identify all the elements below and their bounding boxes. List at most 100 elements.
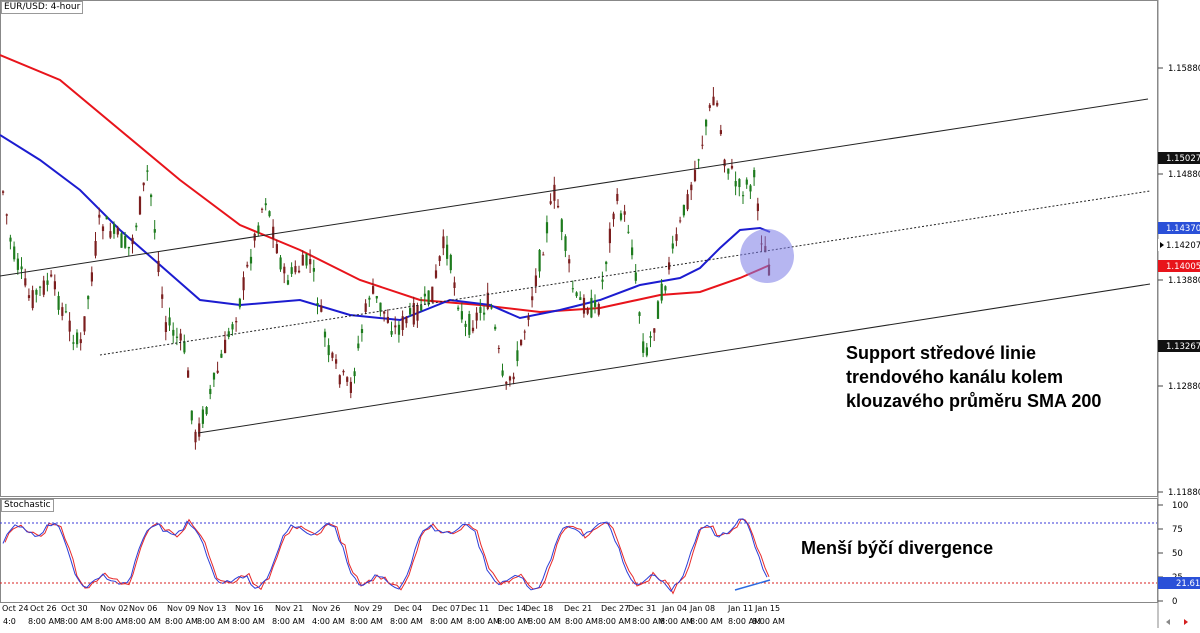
scroll-right-icon[interactable] xyxy=(1184,619,1188,625)
candle-body xyxy=(420,305,423,311)
candle-body xyxy=(138,196,142,215)
candle-body xyxy=(468,314,471,335)
x-date-label: Nov 09 xyxy=(167,604,195,613)
stochastic-panel[interactable] xyxy=(0,498,1158,603)
x-date-label: Dec 27 xyxy=(601,604,629,613)
x-date-label: Nov 13 xyxy=(198,604,226,613)
candle-body xyxy=(494,326,497,330)
candle-body xyxy=(601,279,604,282)
candle-body xyxy=(734,181,737,187)
x-time-label: 8:00 AM xyxy=(598,617,631,626)
scroll-left-icon[interactable] xyxy=(1166,619,1170,625)
candle-body xyxy=(9,237,12,242)
candle-body xyxy=(431,286,434,303)
candle-body xyxy=(201,409,204,424)
x-time-label: 8:00 AM xyxy=(467,617,500,626)
candle-body xyxy=(113,224,116,234)
candle-body xyxy=(531,296,534,301)
candle-body xyxy=(568,259,571,264)
price-marker xyxy=(1158,239,1200,251)
candle-body xyxy=(105,216,108,220)
candle-body xyxy=(383,311,386,314)
candle-body xyxy=(83,316,86,332)
x-date-label: Dec 11 xyxy=(461,604,489,613)
candle-body xyxy=(101,226,105,232)
candle-body xyxy=(290,267,293,274)
x-time-label: 8:00 AM xyxy=(728,617,761,626)
x-time-label: 8:00 AM xyxy=(390,617,423,626)
candle-body xyxy=(486,292,489,310)
candle-body xyxy=(719,130,722,135)
sma200-line xyxy=(0,54,771,314)
candle-body xyxy=(409,308,412,315)
candle-body xyxy=(342,370,345,373)
candle-body xyxy=(275,244,278,254)
candle-body xyxy=(327,345,330,356)
x-time-label: 8:00 AM xyxy=(430,617,463,626)
channel-mid-line[interactable] xyxy=(99,190,1151,356)
candle-body xyxy=(645,347,648,356)
candle-body xyxy=(553,184,556,201)
x-time-label: 8:00 AM xyxy=(752,617,785,626)
candle-body xyxy=(172,329,175,336)
candle-body xyxy=(124,235,127,248)
x-date-label: Dec 18 xyxy=(525,604,553,613)
candle-body xyxy=(649,336,652,338)
candle-body xyxy=(534,275,537,287)
candle-body xyxy=(331,352,334,358)
x-date-label: Oct 24 xyxy=(2,604,29,613)
candle-body xyxy=(690,184,693,191)
channel-upper-line[interactable] xyxy=(0,98,1149,277)
candle-body xyxy=(660,283,663,301)
candle-body xyxy=(523,331,526,333)
price-marker xyxy=(1158,222,1200,234)
x-time-label: 8:00 AM xyxy=(497,617,530,626)
x-date-label: Nov 06 xyxy=(129,604,157,613)
candle-body xyxy=(312,268,315,272)
candle-body xyxy=(298,270,301,273)
x-date-label: Dec 04 xyxy=(394,604,422,613)
candle-body xyxy=(42,280,45,295)
candle-body xyxy=(605,261,608,265)
candle-body xyxy=(616,193,619,201)
candle-body xyxy=(723,159,726,167)
candle-body xyxy=(190,410,193,421)
candle-body xyxy=(87,296,90,300)
stoch-tick-label: 100 xyxy=(1172,501,1188,511)
x-date-label: Nov 02 xyxy=(100,604,128,613)
candle-body xyxy=(231,324,234,330)
sma100-line xyxy=(0,134,771,322)
candle-body xyxy=(560,219,563,232)
candle-body xyxy=(346,377,349,382)
candle-body xyxy=(31,290,34,309)
candle-body xyxy=(294,266,297,273)
channel-lower-line[interactable] xyxy=(197,283,1151,434)
candle-body xyxy=(286,280,290,285)
candle-body xyxy=(220,353,223,358)
x-date-label: Jan 15 xyxy=(754,604,780,613)
candle-body xyxy=(416,305,419,321)
candle-body xyxy=(756,203,759,212)
candle-body xyxy=(693,169,697,181)
candle-body xyxy=(164,322,167,332)
price-marker xyxy=(1158,260,1200,272)
candle-body xyxy=(360,328,364,334)
x-time-label: 8:00 AM xyxy=(28,617,61,626)
price-tick-label: 1.15880 xyxy=(1168,64,1200,74)
price-panel[interactable] xyxy=(0,0,1158,497)
candle-body xyxy=(479,307,482,313)
candle-body xyxy=(283,266,286,274)
candle-body xyxy=(64,311,68,313)
candle-body xyxy=(235,320,238,323)
candle-body xyxy=(520,339,523,346)
price-tick-label: 1.13880 xyxy=(1168,276,1200,286)
candle-body xyxy=(631,247,634,256)
candle-body xyxy=(490,307,493,309)
candle-body xyxy=(372,286,375,294)
x-time-label: 8:00 AM xyxy=(660,617,693,626)
price-tick-label: 1.12880 xyxy=(1168,382,1200,392)
candle-body xyxy=(579,297,582,301)
candle-body xyxy=(179,333,182,341)
candle-body xyxy=(582,297,586,314)
